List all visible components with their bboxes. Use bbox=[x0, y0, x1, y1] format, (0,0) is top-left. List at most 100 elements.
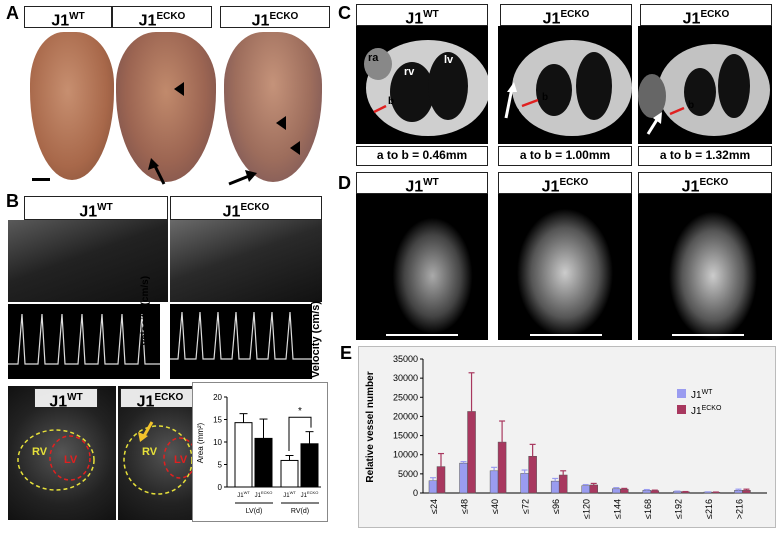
b-chart-ytick-label: 20 bbox=[213, 393, 222, 402]
b-echo-ecko-header: J1ECKO bbox=[120, 388, 200, 411]
e-ytick-label: 5000 bbox=[398, 469, 418, 479]
e-bar bbox=[650, 490, 660, 494]
a-arrow-2 bbox=[228, 174, 250, 186]
c-ecko1-a-label: a bbox=[514, 106, 520, 117]
a-heart-ecko2-image bbox=[224, 32, 322, 182]
a-arrowhead-2 bbox=[276, 116, 286, 130]
b-area-chart: 0 5 10 15 20 Area (mm²) J1WT J1ECKO J1WT J1ECKO LV… bbox=[192, 382, 328, 522]
b-doppler-ecko bbox=[170, 304, 312, 379]
c-ct-wt-image: ra rv lv a b bbox=[356, 26, 490, 144]
e-xtick-label: ≤120 bbox=[582, 499, 592, 519]
e-bar bbox=[497, 441, 507, 494]
b-chart-ytick-label: 0 bbox=[218, 483, 223, 492]
c-wt-b-label: b bbox=[388, 96, 395, 107]
b-chart-bar-label: J1WT bbox=[283, 490, 296, 499]
c-caption-1: a to b = 0.46mm bbox=[356, 146, 488, 166]
c-ct-ecko2-drawing bbox=[638, 44, 770, 136]
e-legend-swatch bbox=[677, 389, 686, 398]
b-echo-wt-lv-label: LV bbox=[64, 454, 78, 466]
c-header-ecko1-sup: ECKO bbox=[560, 9, 590, 20]
a-header-ecko1-text: J1 bbox=[138, 12, 157, 30]
d-vessel-ecko2-image bbox=[638, 194, 772, 340]
e-xtick-label: >216 bbox=[734, 499, 744, 519]
b-chart-bar-label: J1ECKO bbox=[301, 490, 319, 499]
c-ct-wt-drawing bbox=[364, 40, 490, 136]
panel-label-c: C bbox=[338, 3, 351, 23]
e-xtick-label: ≤216 bbox=[704, 499, 714, 519]
a-scale-bar bbox=[32, 178, 50, 181]
b-doppler-ecko-trace bbox=[170, 311, 312, 360]
b-chart-bar bbox=[300, 443, 319, 488]
a-arrowhead-1 bbox=[174, 82, 184, 96]
b-chart-significance-star: * bbox=[298, 406, 302, 417]
b-header-ecko: J1ECKO bbox=[170, 196, 322, 220]
e-ytick-label: 30000 bbox=[393, 373, 418, 383]
a-heart-ecko1-image bbox=[116, 32, 216, 182]
e-bar bbox=[581, 485, 590, 494]
e-xtick-label: ≤144 bbox=[612, 499, 622, 519]
c-wt-a-label: a bbox=[366, 108, 372, 119]
e-bar bbox=[428, 480, 438, 494]
e-bar bbox=[558, 474, 568, 494]
e-ytick-label: 25000 bbox=[393, 392, 418, 402]
b-chart-group-label: LV(d) bbox=[246, 508, 263, 515]
b-echo-wt-overlay bbox=[17, 429, 95, 491]
b-header-wt-sup: WT bbox=[97, 202, 113, 213]
panel-a: J1WT J1ECKO J1ECKO bbox=[24, 6, 330, 188]
e-xtick-label: ≤72 bbox=[521, 499, 531, 514]
e-bar bbox=[742, 490, 751, 494]
b-velocity-label-wt: Velocity (cm/s) bbox=[140, 275, 151, 346]
b-doppler-wt-trace bbox=[8, 313, 160, 365]
c-wt-rv-label: rv bbox=[404, 66, 415, 78]
b-chart-bar-label: J1WT bbox=[237, 490, 250, 499]
a-arrowhead-3 bbox=[290, 141, 300, 155]
a-arrow-2-head bbox=[245, 170, 257, 182]
b-chart-bar bbox=[280, 459, 299, 488]
c-header-ecko1: J1ECKO bbox=[500, 4, 632, 28]
d-header-ecko1-sup: ECKO bbox=[559, 177, 589, 188]
b-echo-ecko-rv-label: RV bbox=[142, 446, 158, 458]
e-ytick-label: 0 bbox=[413, 488, 418, 498]
e-ytick-label: 15000 bbox=[393, 431, 418, 441]
c-header-ecko2: J1ECKO bbox=[640, 4, 772, 27]
c-wt-lv-label: lv bbox=[444, 54, 454, 66]
b-chart-ylabel: Area (mm²) bbox=[196, 422, 205, 463]
d-header-ecko1: J1ECKO bbox=[498, 172, 632, 195]
b-chart-significance-bracket bbox=[288, 416, 312, 451]
e-legend-label: J1WT bbox=[691, 389, 713, 401]
b-header-wt-text: J1 bbox=[79, 203, 98, 221]
e-bar bbox=[520, 473, 529, 494]
e-bar bbox=[612, 488, 621, 494]
d-header-ecko2-text: J1 bbox=[681, 178, 700, 196]
a-header-wt-text: J1 bbox=[51, 12, 70, 30]
b-echo-ecko-sup: ECKO bbox=[154, 392, 184, 403]
panel-d: J1WT J1ECKO J1ECKO bbox=[356, 172, 772, 340]
b-echo-wt-rv-label: RV bbox=[32, 446, 48, 458]
panel-label-d: D bbox=[338, 173, 351, 193]
e-bar bbox=[528, 455, 537, 494]
panel-e: 0 5000 10000 15000 20000 25000 30000 35000 Relat… bbox=[358, 346, 776, 528]
b-velocity-label-ecko: Velocity (cm/s) bbox=[310, 300, 322, 378]
c-ecko2-b-label: b bbox=[688, 100, 695, 111]
e-xtick-label: ≤168 bbox=[643, 499, 653, 519]
c-caption-2: a to b = 1.00mm bbox=[498, 146, 632, 166]
b-chart-ytick-label: 15 bbox=[213, 416, 222, 425]
e-ytick-label: 35000 bbox=[393, 354, 418, 364]
e-bar bbox=[436, 466, 446, 494]
b-header-ecko-sup: ECKO bbox=[240, 202, 270, 213]
e-bar bbox=[734, 490, 743, 494]
e-xtick-label: ≤40 bbox=[490, 499, 500, 514]
panel-label-e: E bbox=[340, 343, 353, 363]
a-header-ecko1-sup: ECKO bbox=[156, 11, 186, 22]
b-echo-ecko-text: J1 bbox=[136, 393, 155, 411]
e-legend-label: J1ECKO bbox=[691, 405, 722, 417]
c-ct-ecko1-drawing bbox=[504, 40, 632, 136]
b-chart-ytick-label: 5 bbox=[218, 461, 223, 470]
e-ytick-label: 10000 bbox=[393, 450, 418, 460]
e-vessel-chart: 0 5000 10000 15000 20000 25000 30000 35000 Relat… bbox=[365, 354, 767, 519]
c-ct-ecko1-image: a b bbox=[498, 26, 632, 144]
d-header-wt-sup: WT bbox=[423, 177, 439, 188]
panel-label-a: A bbox=[6, 3, 19, 23]
c-header-ecko1-text: J1 bbox=[542, 10, 561, 28]
c-header-wt: J1WT bbox=[356, 4, 488, 27]
